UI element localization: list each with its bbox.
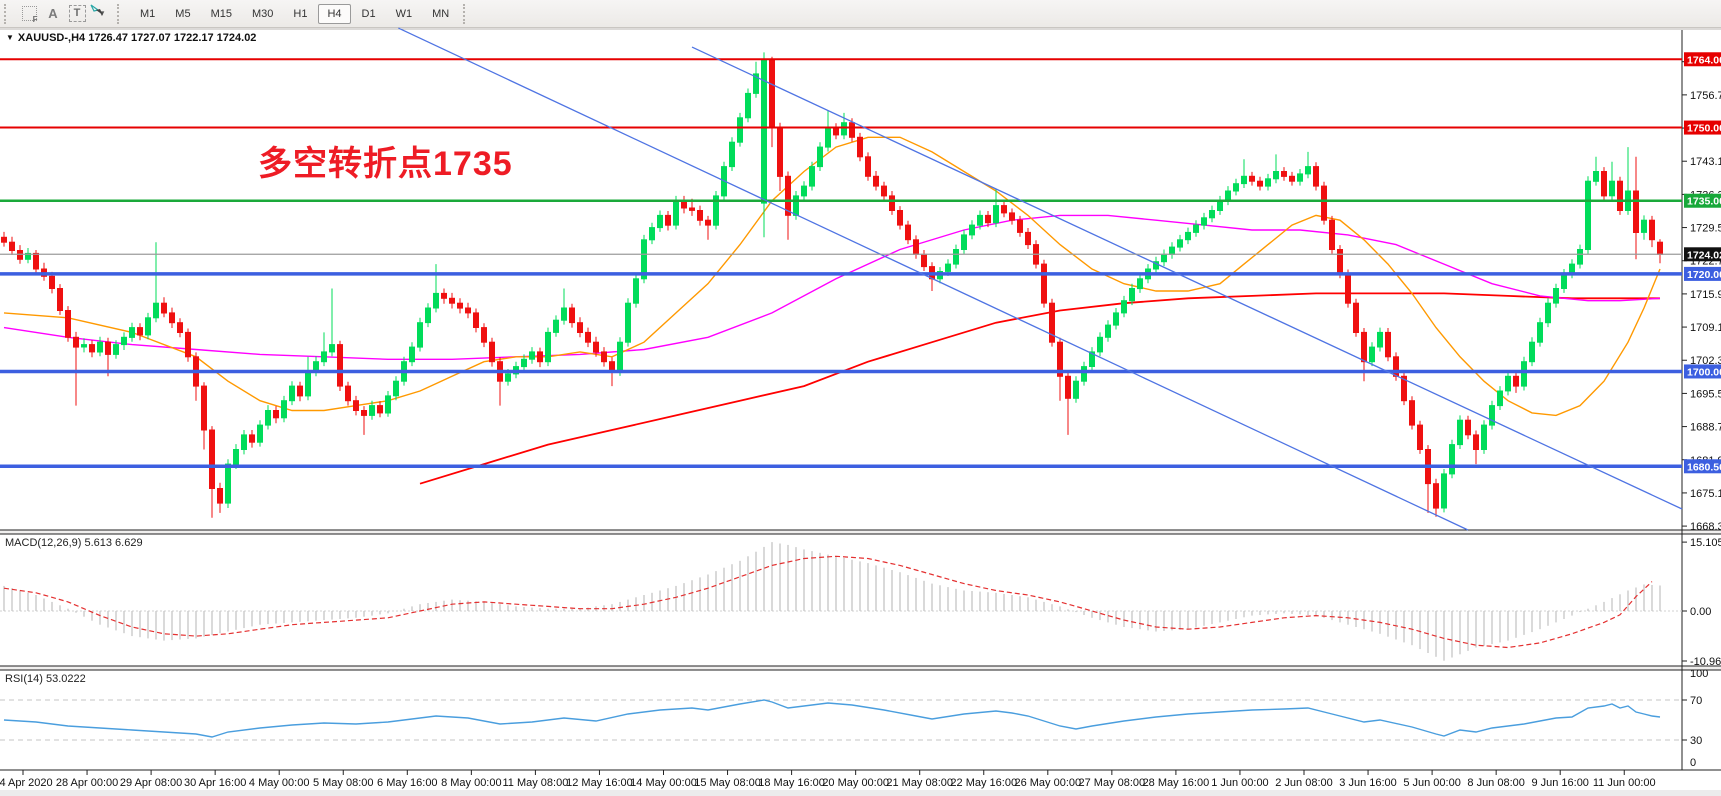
- price-badge-label: 1724.02: [1687, 249, 1721, 261]
- x-tick-label: 11 Jun 00:00: [1593, 777, 1656, 789]
- x-tick-label: 1 Jun 00:00: [1211, 777, 1269, 789]
- toolbar-grip-2[interactable]: [117, 3, 126, 24]
- y-tick-label: 1675.10: [1690, 488, 1721, 500]
- arrow-style-icon[interactable]: ▼: [89, 3, 113, 25]
- x-tick-label: 29 Apr 08:00: [120, 777, 182, 789]
- price-badge-label: 1750.00: [1687, 123, 1721, 135]
- x-tick-label: 30 Apr 16:00: [184, 777, 246, 789]
- x-tick-label: 2 Jun 08:00: [1275, 777, 1333, 789]
- y-tick-label: 1688.70: [1690, 422, 1721, 434]
- toolbar-grip[interactable]: [4, 3, 13, 24]
- y-tick-label: 1729.50: [1690, 223, 1721, 235]
- macd-axis-label: 0.00: [1690, 606, 1711, 618]
- timeframe-m5[interactable]: M5: [175, 7, 191, 20]
- y-tick-label: 1756.70: [1690, 90, 1721, 102]
- x-tick-label: 3 Jun 16:00: [1339, 777, 1397, 789]
- rsi-axis-label: 70: [1690, 695, 1702, 707]
- toolbar: F A T ▼ M1 M5 M15 M30 H1 H4 D1 W1 MN: [0, 0, 1721, 28]
- timeframe-m30[interactable]: M30: [251, 7, 274, 20]
- price-badge-1735.00: [1684, 193, 1721, 208]
- text-label-icon[interactable]: A: [48, 6, 58, 21]
- timeframe-d1[interactable]: D1: [361, 7, 376, 20]
- chart-grid-f-icon[interactable]: F: [17, 3, 41, 25]
- x-tick-label: 8 May 00:00: [441, 777, 502, 789]
- x-tick-label: 28 Apr 00:00: [56, 777, 118, 789]
- panel-separator[interactable]: [0, 666, 1721, 670]
- x-tick-label: 27 May 08:00: [1079, 777, 1146, 789]
- x-tick-label: 6 May 16:00: [377, 777, 438, 789]
- trendline-2[interactable]: [691, 46, 1683, 510]
- x-tick-label: 4 May 00:00: [249, 777, 310, 789]
- ma-slow-red: [419, 292, 1660, 485]
- x-tick-label: 5 Jun 00:00: [1403, 777, 1461, 789]
- price-badge-label: 1764.00: [1687, 54, 1721, 66]
- price-badge-label: 1700.00: [1687, 366, 1721, 378]
- timeframe-w1[interactable]: W1: [395, 7, 413, 20]
- y-tick-label: 1709.10: [1690, 322, 1721, 334]
- x-tick-label: 15 May 08:00: [694, 777, 761, 789]
- y-tick-label: 1695.50: [1690, 388, 1721, 400]
- macd-histogram: [3, 542, 1661, 661]
- toolbar-grip-3[interactable]: [463, 3, 472, 24]
- x-tick-label: 14 May 00:00: [630, 777, 697, 789]
- x-tick-label: 24 Apr 2020: [0, 777, 53, 789]
- price-badge-1700.00: [1684, 364, 1721, 379]
- y-tick-label: 1668.30: [1690, 521, 1721, 533]
- timeframe-m1[interactable]: M1: [140, 7, 156, 20]
- x-tick-label: 22 May 16:00: [950, 777, 1017, 789]
- x-tick-label: 20 May 00:00: [822, 777, 889, 789]
- candles-layer: [1, 52, 1663, 518]
- panel-separator[interactable]: [0, 530, 1721, 534]
- y-tick-label: 1702.30: [1690, 355, 1721, 367]
- price-badge-1750.00: [1684, 120, 1721, 135]
- x-tick-label: 21 May 08:00: [886, 777, 953, 789]
- trendline-1[interactable]: [398, 27, 1469, 531]
- price-badge-1724.02: [1684, 247, 1721, 262]
- price-badge-label: 1720.00: [1687, 269, 1721, 281]
- x-tick-label: 18 May 16:00: [758, 777, 825, 789]
- macd-axis-label: -10.963: [1690, 656, 1721, 668]
- x-tick-label: 9 Jun 16:00: [1531, 777, 1589, 789]
- text-box-icon[interactable]: T: [65, 3, 89, 25]
- price-badge-label: 1680.56: [1687, 461, 1721, 473]
- x-tick-label: 28 May 16:00: [1143, 777, 1210, 789]
- rsi-axis-label: 0: [1690, 757, 1696, 769]
- double-arrow-icon: [90, 4, 103, 15]
- x-tick-label: 5 May 08:00: [313, 777, 374, 789]
- timeframe-buttons: M1 M5 M15 M30 H1 H4 D1 W1 MN: [130, 3, 459, 24]
- rsi-line: [3, 699, 1661, 738]
- x-tick-label: 26 May 00:00: [1014, 777, 1081, 789]
- macd-signal-line: [3, 555, 1653, 649]
- x-tick-label: 8 Jun 08:00: [1467, 777, 1525, 789]
- bottom-strip: [0, 790, 1721, 796]
- timeframe-mn[interactable]: MN: [432, 7, 450, 20]
- price-badge-1720.00: [1684, 266, 1721, 281]
- y-tick-label: 1743.10: [1690, 156, 1721, 168]
- price-badge-1764.00: [1684, 52, 1721, 67]
- rsi-axis-label: 30: [1690, 735, 1702, 747]
- x-tick-label: 11 May 08:00: [502, 777, 568, 789]
- rsi-axis-label: 100: [1690, 668, 1708, 680]
- y-tick-label: 1715.90: [1690, 289, 1721, 301]
- price-badge-1680.56: [1684, 459, 1721, 474]
- timeframe-h4[interactable]: H4: [318, 3, 351, 24]
- timeframe-h1[interactable]: H1: [293, 7, 308, 20]
- price-badge-label: 1735.00: [1687, 196, 1721, 208]
- x-tick-label: 12 May 16:00: [566, 777, 633, 789]
- macd-axis-label: 15.105: [1690, 537, 1721, 549]
- timeframe-m15[interactable]: M15: [210, 7, 232, 20]
